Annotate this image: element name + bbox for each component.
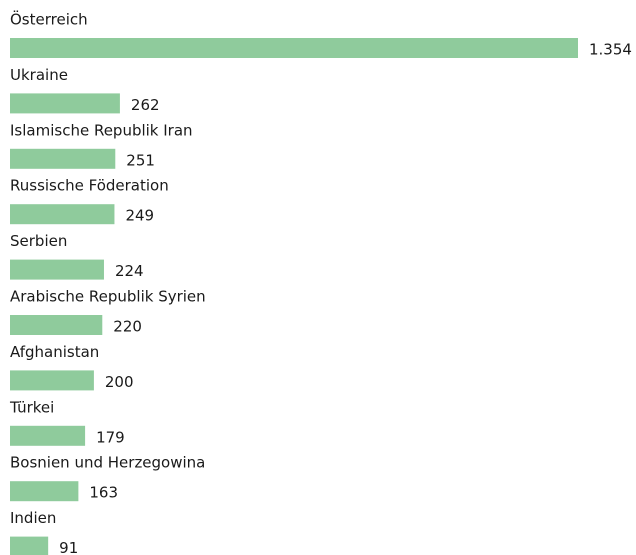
category-label: Serbien xyxy=(10,232,67,250)
bar xyxy=(10,536,49,555)
category-label: Islamische Republik Iran xyxy=(10,121,193,139)
category-label: Arabische Republik Syrien xyxy=(10,288,206,306)
value-label: 91 xyxy=(59,539,78,555)
value-label: 262 xyxy=(131,96,160,114)
value-label: 224 xyxy=(115,262,144,280)
bar xyxy=(10,148,116,169)
category-label: Türkei xyxy=(9,398,54,416)
bar xyxy=(10,38,578,58)
category-label: Russische Föderation xyxy=(10,177,169,195)
value-label: 220 xyxy=(113,318,142,336)
value-label: 251 xyxy=(126,151,155,169)
bar xyxy=(10,204,115,225)
value-label: 179 xyxy=(96,428,125,446)
category-label: Ukraine xyxy=(10,66,68,84)
category-label: Bosnien und Herzegowina xyxy=(10,454,205,472)
bar xyxy=(10,315,103,335)
category-label: Österreich xyxy=(10,10,88,29)
category-label: Indien xyxy=(10,509,56,527)
bar xyxy=(10,93,120,114)
bar xyxy=(10,370,94,391)
category-label: Afghanistan xyxy=(10,343,99,361)
value-label: 200 xyxy=(105,373,134,391)
value-label: 249 xyxy=(125,207,154,225)
bar xyxy=(10,481,79,502)
bar xyxy=(10,425,86,446)
value-label: 163 xyxy=(89,484,118,502)
value-label: 1.354 xyxy=(589,41,632,59)
bar xyxy=(10,259,104,280)
